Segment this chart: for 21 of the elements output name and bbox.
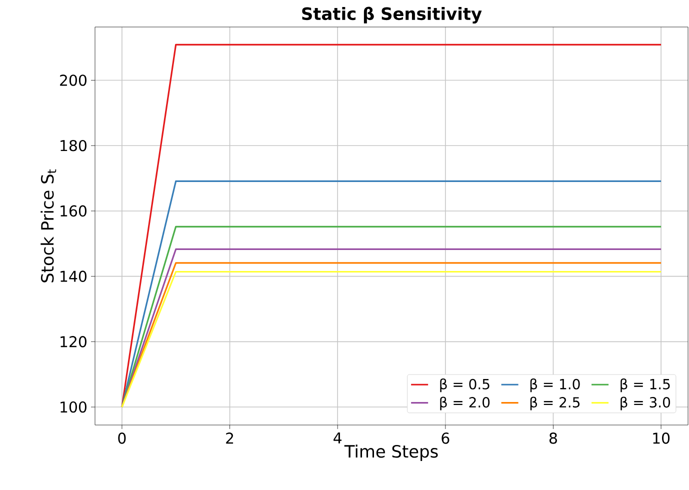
x-tick-label: 4	[334, 432, 342, 444]
legend-label: β = 1.0	[530, 378, 580, 392]
legend-label: β = 0.5	[440, 378, 490, 392]
y-tick-label: 120	[60, 336, 86, 348]
legend-label: β = 2.5	[530, 396, 580, 410]
legend-label: β = 3.0	[620, 396, 670, 410]
x-tick-label: 10	[653, 432, 670, 444]
y-tick-label: 140	[60, 270, 86, 282]
x-tick-label: 0	[118, 432, 126, 444]
y-tick-label: 160	[60, 205, 86, 217]
x-tick-label: 8	[549, 432, 557, 444]
x-tick-label: 2	[226, 432, 234, 444]
x-axis-title: Time Steps	[344, 444, 438, 462]
y-axis-title: Stock Price S$_{t}$	[40, 169, 56, 282]
chart-title: Static β Sensitivity	[302, 6, 482, 24]
y-tick-label: 100	[60, 401, 86, 413]
legend-label: β = 1.5	[620, 378, 670, 392]
y-tick-label: 180	[60, 140, 86, 152]
legend-label: β = 2.0	[440, 396, 490, 410]
x-tick-label: 6	[442, 432, 450, 444]
y-tick-label: 200	[60, 74, 86, 86]
